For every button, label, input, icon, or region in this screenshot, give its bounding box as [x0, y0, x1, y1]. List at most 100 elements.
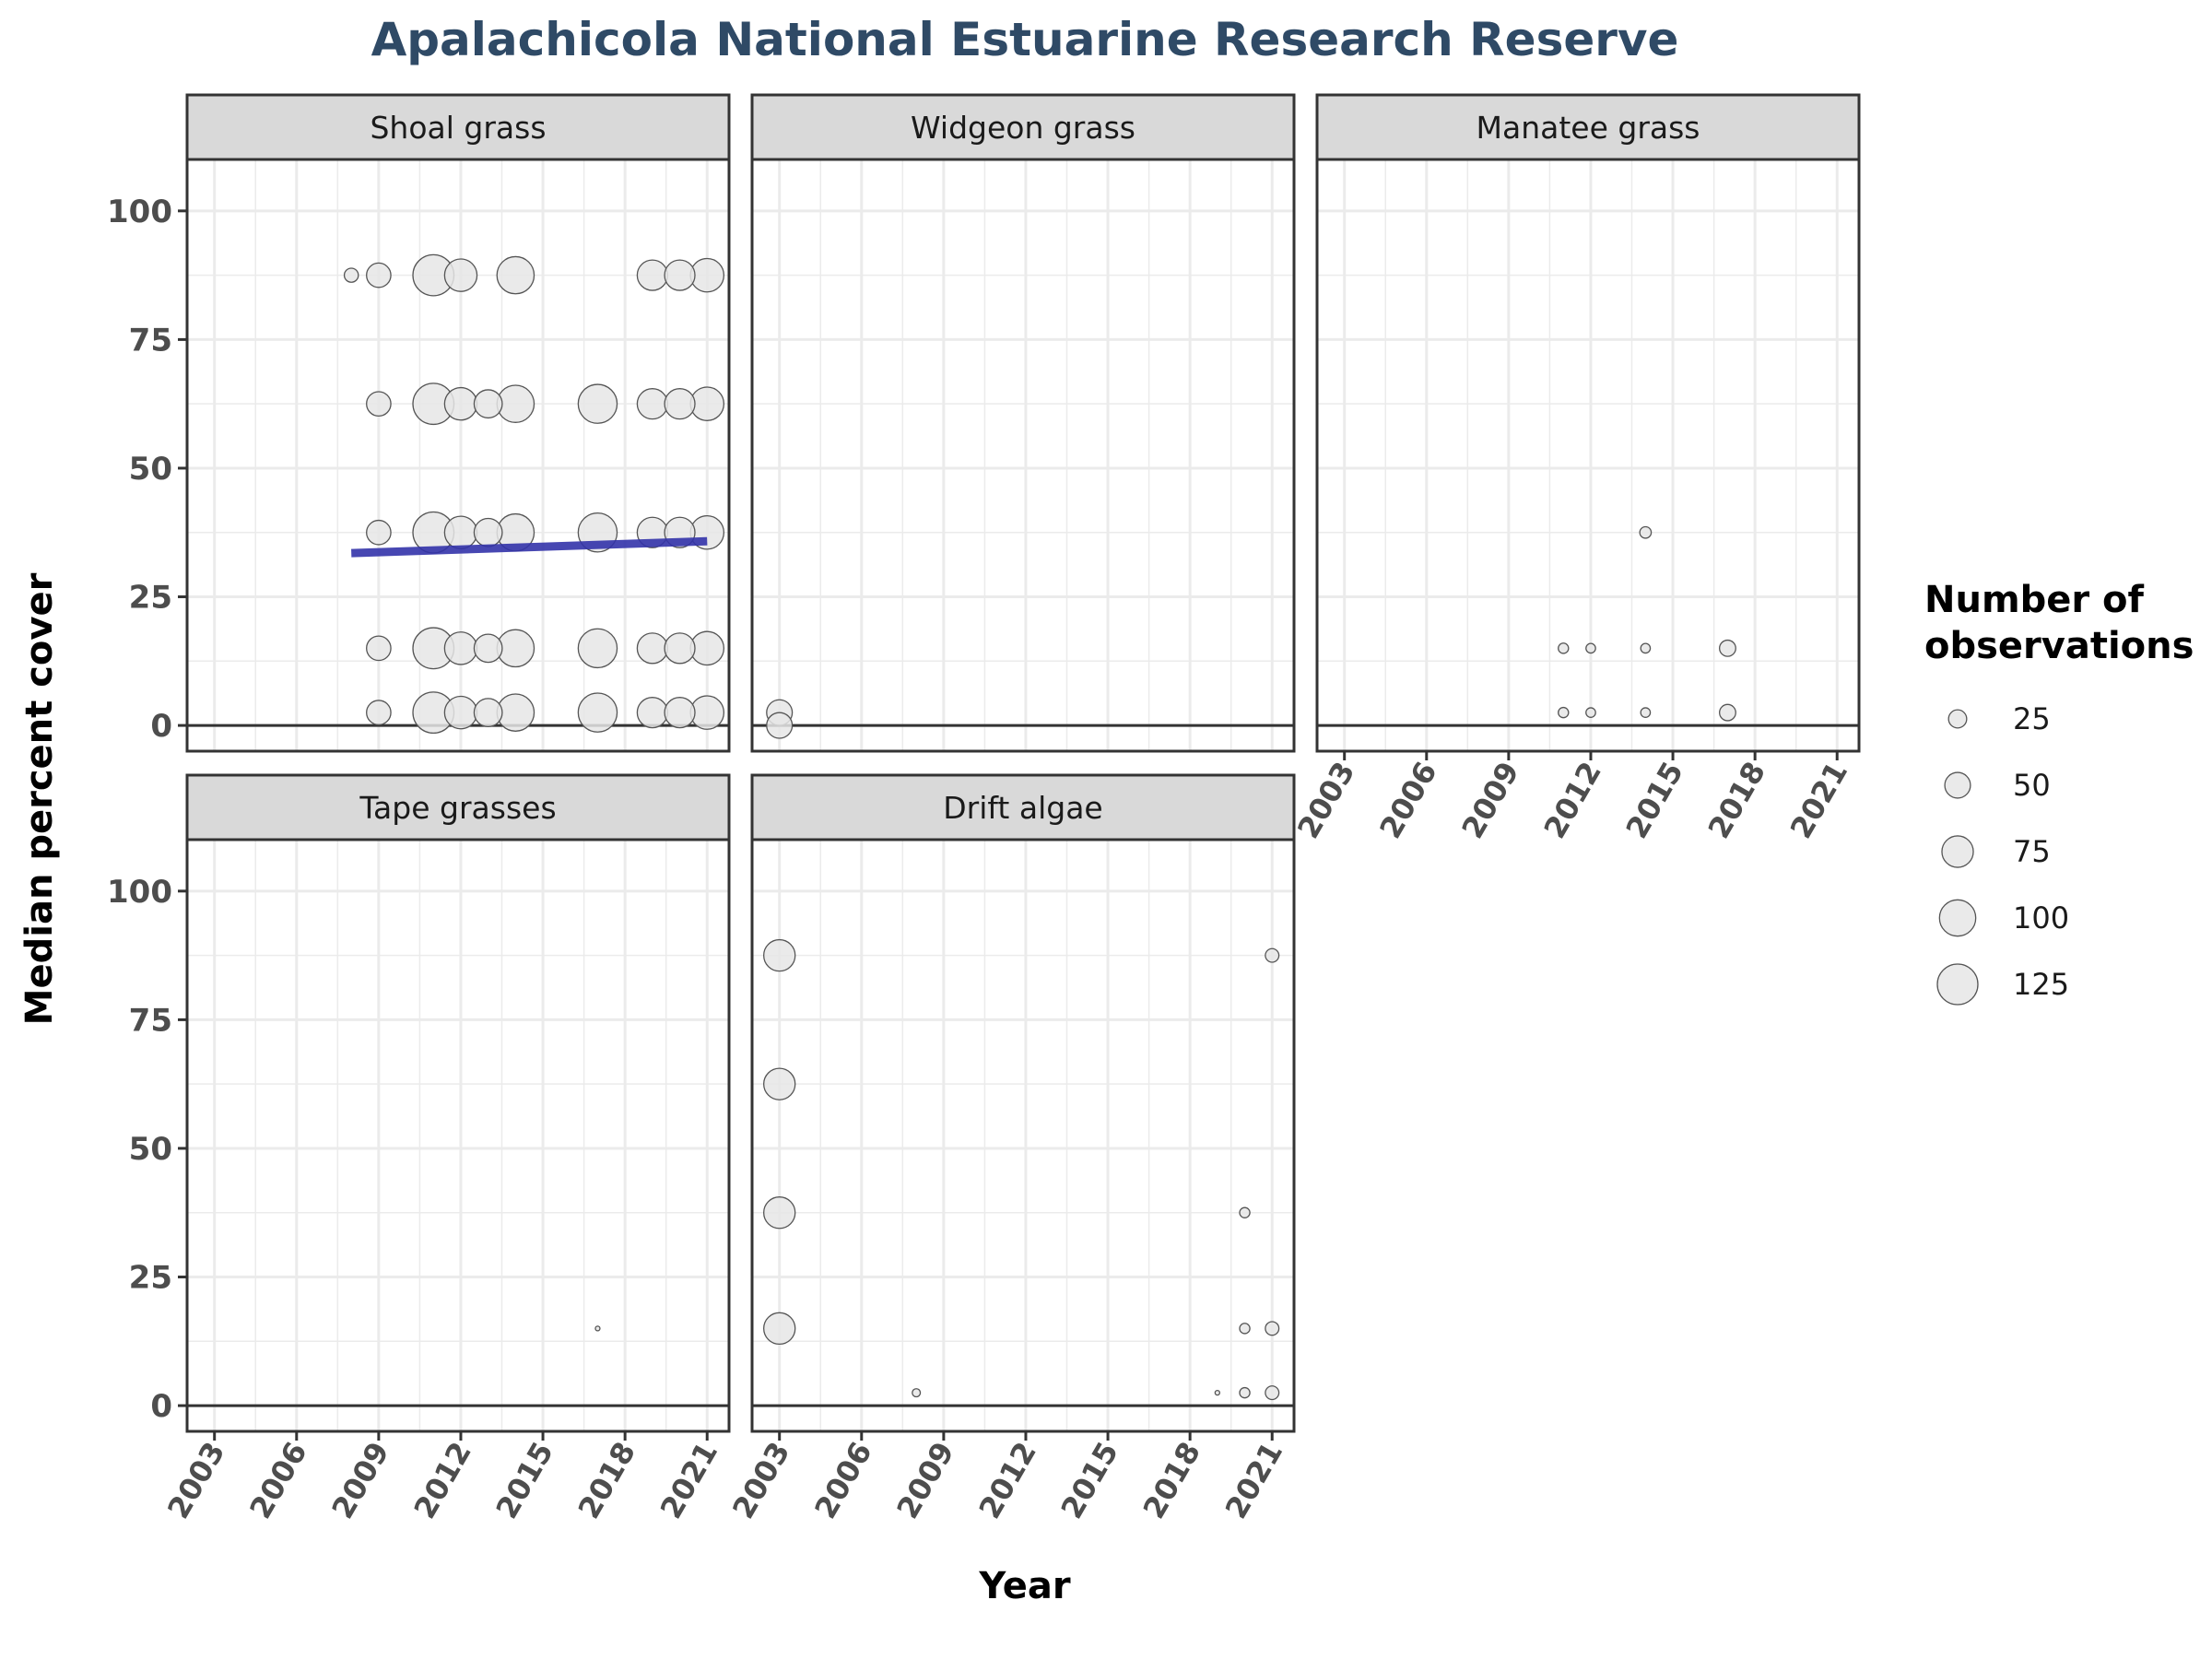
- y-tick-label: 0: [150, 708, 172, 745]
- data-point: [473, 633, 503, 664]
- data-point: [1719, 703, 1736, 722]
- data-point: [763, 938, 796, 972]
- data-point: [1239, 1323, 1251, 1335]
- data-point: [664, 259, 696, 291]
- legend-key-circle: [1941, 835, 1974, 868]
- data-point: [1640, 642, 1652, 654]
- x-tick-label: 2012: [971, 1436, 1042, 1524]
- x-tick-label: 2003: [725, 1436, 796, 1524]
- data-point: [366, 262, 392, 288]
- data-point: [577, 383, 618, 424]
- legend-key-label: 25: [2013, 701, 2051, 736]
- chart-title: Apalachicola National Estuarine Research…: [371, 13, 1679, 66]
- strip-label: Manatee grass: [1477, 110, 1700, 146]
- x-tick-label: 2006: [242, 1436, 313, 1524]
- x-tick-label: 2018: [1136, 1436, 1207, 1524]
- data-point: [443, 258, 478, 292]
- data-point: [1585, 707, 1596, 718]
- data-point: [912, 1388, 922, 1398]
- strip-label: Widgeon grass: [911, 110, 1135, 146]
- data-point: [1239, 1206, 1251, 1218]
- x-tick-label: 2012: [1536, 756, 1607, 844]
- y-tick-label: 75: [129, 322, 172, 359]
- panel-background: [752, 159, 1294, 751]
- x-tick-label: 2009: [889, 1436, 960, 1524]
- strip-background: [1315, 93, 1861, 161]
- legend-title-line-1: Number of: [1924, 579, 2145, 621]
- x-tick-label: 2015: [1054, 1436, 1125, 1524]
- data-point: [1214, 1389, 1220, 1396]
- legend-key-label: 100: [2013, 900, 2069, 935]
- panel-background: [752, 840, 1294, 1431]
- data-point: [766, 712, 794, 739]
- data-point: [366, 700, 392, 725]
- data-point: [664, 632, 696, 665]
- strip-background: [185, 773, 731, 841]
- data-point: [366, 391, 392, 418]
- x-tick-label: 2021: [653, 1436, 724, 1524]
- data-point: [636, 632, 668, 665]
- data-point: [343, 267, 359, 283]
- x-tick-label: 2009: [1454, 756, 1525, 844]
- data-point: [1265, 1321, 1280, 1336]
- data-point: [636, 259, 668, 291]
- legend-keys: 25 50 75 100 125: [1936, 701, 2069, 1006]
- data-point: [496, 255, 535, 295]
- data-point: [636, 697, 668, 729]
- legend-key-label: 75: [2013, 834, 2051, 869]
- size-legend: Number of observations 25 50 75 100 125: [1924, 579, 2194, 1006]
- x-tick-label: 2018: [571, 1436, 642, 1524]
- legend-key-label: 50: [2013, 768, 2051, 803]
- data-point: [1719, 639, 1736, 657]
- y-tick-label: 25: [129, 1260, 172, 1297]
- x-tick-label: 2003: [1290, 756, 1361, 844]
- panel-drift-algae: Drift algae 2003 2006 2009 2012 2015 2018 2021: [725, 773, 1296, 1524]
- legend-key-label: 125: [2013, 967, 2069, 1002]
- x-tick-label: 2003: [160, 1436, 231, 1524]
- panel-background: [187, 840, 729, 1431]
- data-point: [577, 628, 618, 669]
- data-point: [1265, 1385, 1280, 1401]
- x-tick-label: 2021: [1218, 1436, 1289, 1524]
- strip-label: Drift algae: [943, 790, 1102, 826]
- data-point: [594, 1325, 601, 1332]
- data-point: [443, 631, 478, 665]
- data-point: [473, 389, 503, 419]
- legend-key-circle: [1944, 771, 1971, 799]
- strip-background: [750, 773, 1296, 841]
- data-point: [473, 517, 503, 547]
- data-point: [664, 388, 696, 420]
- y-tick-label: 25: [129, 580, 172, 617]
- panel-widgeon-grass: Widgeon grass: [750, 93, 1296, 753]
- panel-background: [1317, 159, 1859, 751]
- data-point: [636, 388, 668, 420]
- data-point: [577, 692, 618, 733]
- data-point: [763, 1312, 796, 1346]
- x-tick-label: 2015: [1619, 756, 1690, 844]
- panel-manatee-grass: Manatee grass 2003 2006 2009 2012 2015 2018 202…: [1290, 93, 1861, 844]
- data-point: [664, 697, 696, 729]
- data-point: [1558, 706, 1570, 719]
- x-axis-title: Year: [978, 1565, 1070, 1607]
- panels-layer: Shoal grass 0 25 50 75 100 Widgeon grass Manate…: [107, 93, 1861, 1524]
- x-tick-label: 2009: [324, 1436, 395, 1524]
- data-point: [443, 515, 478, 549]
- data-point: [1265, 947, 1280, 963]
- data-point: [1639, 525, 1653, 539]
- x-tick-label: 2006: [1372, 756, 1443, 844]
- strip-background: [185, 93, 731, 161]
- trend-line: [351, 536, 708, 558]
- y-tick-label: 0: [150, 1388, 172, 1425]
- data-point: [763, 1067, 796, 1100]
- data-point: [366, 519, 392, 546]
- data-point: [1640, 707, 1652, 718]
- x-tick-label: 2018: [1701, 756, 1772, 844]
- y-tick-label: 50: [129, 451, 172, 488]
- x-tick-label: 2006: [807, 1436, 878, 1524]
- legend-key-circle: [1936, 963, 1979, 1006]
- data-point: [1585, 642, 1596, 654]
- data-point: [763, 1196, 796, 1230]
- data-point: [443, 386, 478, 421]
- x-tick-label: 2012: [406, 1436, 477, 1524]
- x-tick-label: 2015: [489, 1436, 560, 1524]
